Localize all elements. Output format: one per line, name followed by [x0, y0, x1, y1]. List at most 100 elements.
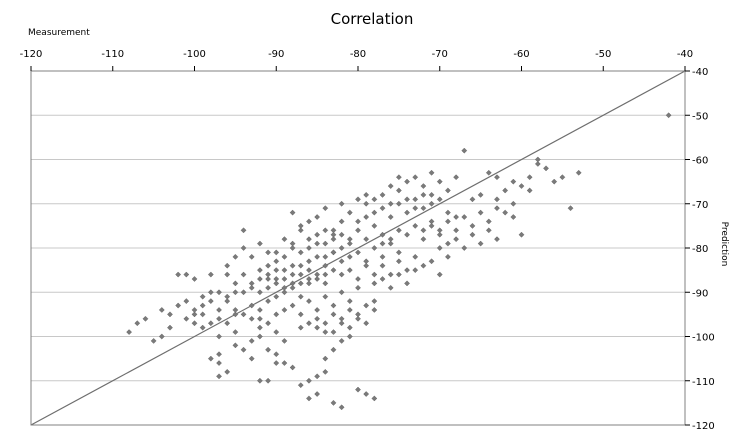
y-tick-label-5: -90: [692, 288, 708, 299]
scatter-point: [371, 298, 378, 304]
scatter-point: [322, 293, 329, 300]
scatter-point: [232, 289, 239, 296]
scatter-point: [273, 267, 280, 274]
scatter-point: [387, 183, 394, 189]
scatter-point: [134, 320, 141, 327]
scatter-point: [428, 200, 435, 207]
scatter-point: [387, 236, 394, 243]
x-tick-label-1: -110: [101, 49, 124, 60]
scatter-point: [216, 351, 222, 358]
scatter-point: [330, 346, 337, 353]
scatter-point: [216, 373, 222, 380]
scatter-point: [314, 307, 321, 313]
scatter-point: [175, 302, 182, 309]
y-axis-ticks: -40 -50 -60 -70 -80 -90 -100 -110 -120: [685, 67, 715, 431]
scatter-point: [314, 391, 321, 397]
scatter-point: [412, 205, 419, 212]
scatter-point: [502, 209, 509, 216]
scatter-point: [469, 231, 476, 238]
scatter-point: [494, 205, 500, 212]
scatter-point: [395, 200, 402, 207]
scatter-point: [412, 222, 419, 229]
scatter-point: [387, 214, 394, 220]
scatter-point: [395, 187, 402, 194]
scatter-point: [306, 258, 312, 265]
scatter-point: [338, 404, 345, 411]
scatter-point: [232, 280, 239, 287]
scatter-point: [379, 253, 386, 260]
scatter-point: [518, 231, 525, 238]
scatter-point: [232, 329, 239, 335]
scatter-point: [551, 178, 558, 185]
scatter-point: [265, 284, 271, 291]
reference-line-group: [30, 70, 686, 426]
scatter-point: [445, 187, 451, 194]
scatter-point: [322, 355, 329, 362]
scatter-point: [199, 311, 206, 318]
scatter-point: [494, 174, 500, 181]
scatter-point: [404, 196, 410, 203]
scatter-point: [379, 240, 386, 247]
scatter-point: [363, 262, 370, 269]
scatter-point: [665, 112, 672, 119]
scatter-point: [404, 267, 410, 274]
y-tick-label-4: -80: [692, 244, 708, 255]
scatter-point: [306, 218, 312, 225]
y-tick-label-7: -110: [692, 377, 715, 388]
scatter-point: [199, 293, 206, 300]
scatter-point: [379, 276, 386, 282]
scatter-point: [314, 214, 321, 220]
chart-title: Correlation: [331, 10, 414, 28]
scatter-point: [404, 231, 410, 238]
scatter-point: [232, 253, 239, 260]
scatter-points: [126, 112, 672, 411]
scatter-point: [199, 302, 206, 309]
scatter-point: [281, 284, 288, 291]
scatter-point: [257, 377, 263, 384]
scatter-point: [297, 249, 304, 256]
scatter-point: [306, 280, 312, 287]
scatter-point: [567, 205, 574, 212]
y-tick-label-0: -40: [692, 67, 708, 78]
scatter-point: [420, 236, 427, 243]
scatter-point: [297, 324, 304, 331]
scatter-point: [534, 161, 541, 167]
scatter-point: [297, 271, 304, 278]
scatter-point: [363, 320, 370, 327]
scatter-point: [395, 174, 402, 181]
scatter-point: [428, 222, 435, 229]
scatter-point: [224, 293, 231, 300]
scatter-point: [363, 214, 370, 220]
scatter-point: [322, 369, 329, 375]
scatter-point: [404, 209, 410, 216]
scatter-point: [314, 373, 321, 380]
scatter-point: [232, 311, 239, 318]
scatter-point: [371, 395, 378, 402]
scatter-point: [248, 355, 255, 362]
scatter-point: [224, 262, 231, 269]
scatter-point: [257, 240, 263, 247]
scatter-point: [387, 284, 394, 291]
scatter-point: [248, 302, 255, 309]
y-tick-label-6: -100: [692, 333, 715, 344]
scatter-point: [216, 307, 222, 313]
scatter-point: [289, 280, 296, 287]
y-tick-label-3: -70: [692, 200, 708, 211]
scatter-point: [297, 280, 304, 287]
scatter-point: [314, 324, 321, 331]
scatter-point: [297, 311, 304, 318]
scatter-point: [453, 236, 459, 243]
scatter-point: [469, 196, 476, 203]
scatter-point: [412, 253, 419, 260]
scatter-point: [355, 284, 361, 291]
scatter-point: [412, 196, 419, 203]
scatter-point: [363, 391, 370, 397]
scatter-point: [191, 276, 198, 282]
scatter-point: [461, 147, 468, 154]
scatter-point: [289, 245, 296, 251]
scatter-point: [330, 329, 337, 335]
scatter-point: [167, 311, 173, 318]
x-axis-ticks: -120 -110 -100 -90 -80 -70 -60 -50 -40: [20, 49, 693, 71]
scatter-point: [158, 333, 165, 340]
